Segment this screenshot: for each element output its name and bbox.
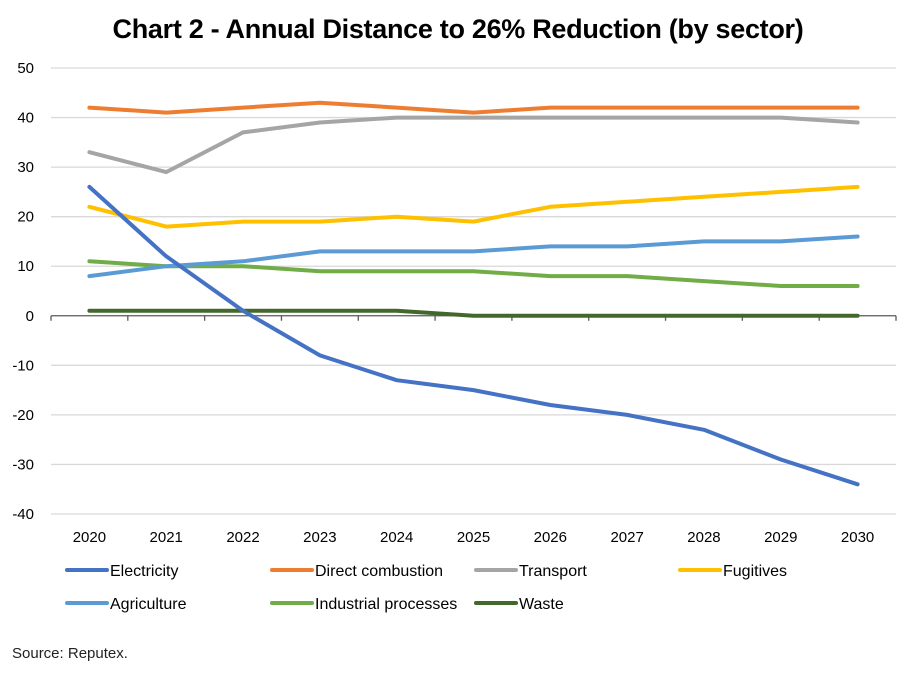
series-line-agriculture	[87, 234, 860, 279]
x-tick-label: 2022	[226, 529, 259, 546]
series-line-fugitives	[87, 184, 860, 229]
x-axis: 2020 2021 2022 2023 2024 2025 2026 2027 2028 2029…	[50, 315, 897, 546]
x-tick-label: 2029	[764, 529, 797, 546]
legend-item-industrial-processes: Industrial processes	[270, 596, 457, 613]
x-tick-label: 2028	[687, 529, 720, 546]
legend-label: Transport	[519, 563, 587, 580]
series-line-industrial-processes	[87, 259, 860, 288]
legend-item-agriculture: Agriculture	[65, 596, 187, 613]
series-line-transport	[87, 115, 860, 175]
legend-item-fugitives: Fugitives	[678, 563, 787, 580]
x-tick-label: 2024	[380, 529, 413, 546]
legend-label: Agriculture	[110, 596, 187, 613]
x-tick-label: 2021	[150, 529, 183, 546]
y-tick-label: -20	[12, 407, 34, 424]
y-tick-label: 0	[26, 308, 34, 325]
y-tick-label: 20	[17, 209, 34, 226]
legend: Electricity Direct combustion Transport Fug…	[65, 563, 787, 613]
x-tick-label: 2025	[457, 529, 490, 546]
chart-title: Chart 2 - Annual Distance to 26% Reducti…	[112, 14, 804, 44]
legend-item-direct-combustion: Direct combustion	[270, 563, 443, 580]
source-note: Source: Reputex.	[12, 645, 128, 662]
x-tick-label: 2020	[73, 529, 106, 546]
legend-label: Direct combustion	[315, 563, 443, 580]
x-tick-label: 2026	[534, 529, 567, 546]
legend-label: Electricity	[110, 563, 178, 580]
y-tick-label: 10	[17, 258, 34, 275]
series-lines	[87, 100, 860, 487]
legend-label: Waste	[519, 596, 564, 613]
y-tick-label: -40	[12, 506, 34, 523]
legend-label: Industrial processes	[315, 596, 457, 613]
x-tick-label: 2027	[610, 529, 643, 546]
legend-label: Fugitives	[723, 563, 787, 580]
x-tick-label: 2030	[841, 529, 874, 546]
series-line-direct-combustion	[87, 100, 860, 115]
x-tick-label: 2023	[303, 529, 336, 546]
series-line-waste	[87, 308, 860, 318]
series-line-electricity	[87, 184, 860, 487]
legend-item-transport: Transport	[474, 563, 587, 580]
y-tick-label: -30	[12, 456, 34, 473]
y-tick-label: 50	[17, 60, 34, 77]
legend-item-waste: Waste	[474, 596, 564, 613]
y-tick-label: 40	[17, 110, 34, 127]
y-tick-label: -10	[12, 357, 34, 374]
y-axis: 50 40 30 20 10 0 -10 -20 -30 -40	[12, 60, 34, 523]
gridlines	[51, 67, 896, 515]
y-tick-label: 30	[17, 159, 34, 176]
legend-item-electricity: Electricity	[65, 563, 178, 580]
